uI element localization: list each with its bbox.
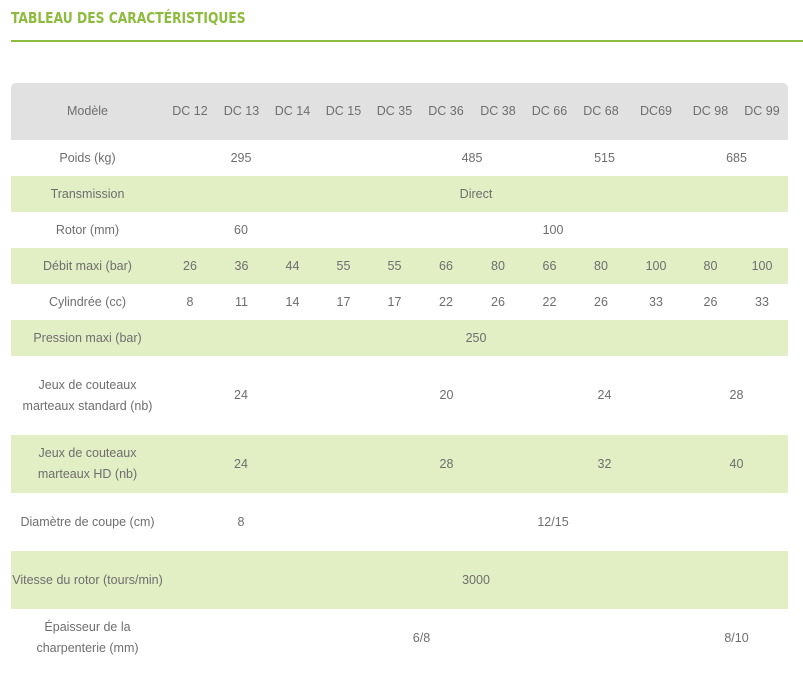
model-header: DC 99 — [744, 104, 780, 118]
table-row: Vitesse du rotor (tours/min) 3000 — [11, 551, 788, 609]
title-underline — [11, 40, 803, 42]
value-cell: 14 — [285, 294, 300, 309]
value-cell: 100 — [645, 258, 667, 273]
value-cell: 32 — [597, 456, 612, 471]
value-cell — [318, 435, 369, 493]
value-cell: 12/15 — [537, 514, 569, 529]
value-cell: 8 — [237, 514, 245, 529]
value-cell: Direct — [459, 186, 493, 201]
specs-table: Modèle DC 12 DC 13 DC 14 DC 15 DC 35 DC … — [11, 83, 788, 667]
row-label: Épaisseur de la charpenterie (mm) — [36, 620, 139, 655]
table-row: Débit maxi (bar) 26 36 44 55 55 66 80 66 80 100 80 1… — [11, 248, 788, 284]
table-row: Pression maxi (bar) 250 — [11, 320, 788, 356]
value-cell — [318, 356, 369, 435]
value-cell: 55 — [387, 258, 402, 273]
value-cell: 44 — [285, 258, 300, 273]
row-label: Vitesse du rotor (tours/min) — [12, 572, 163, 587]
value-cell: 22 — [439, 294, 453, 309]
value-cell: 685 — [726, 150, 747, 165]
model-header-label: Modèle — [67, 104, 108, 118]
value-cell: 485 — [461, 150, 483, 165]
value-cell: 295 — [230, 150, 252, 165]
row-label: Pression maxi (bar) — [33, 330, 142, 345]
value-cell: 6/8 — [412, 630, 431, 645]
value-cell: 17 — [336, 294, 351, 309]
row-label: Jeux de couteaux marteaux standard (nb) — [22, 377, 153, 413]
value-cell: 26 — [703, 294, 718, 309]
value-cell: 250 — [465, 330, 487, 345]
value-cell — [627, 609, 685, 667]
row-label: Poids (kg) — [59, 150, 116, 165]
table-row: Transmission Direct — [11, 176, 788, 212]
value-cell: 8/10 — [724, 630, 749, 645]
value-cell: 33 — [755, 294, 769, 309]
model-header: DC 68 — [583, 104, 619, 118]
value-cell: 66 — [439, 258, 453, 273]
table-row: Jeux de couteaux marteaux HD (nb) 24 28 32 4… — [11, 435, 788, 493]
value-cell: 66 — [542, 258, 557, 273]
value-cell: 24 — [234, 388, 248, 402]
value-cell: 22 — [542, 294, 557, 309]
model-header: DC 66 — [531, 104, 568, 118]
value-cell: 8 — [186, 294, 194, 309]
value-cell: 100 — [751, 258, 773, 273]
value-cell: 36 — [234, 258, 249, 273]
value-cell: 26 — [491, 294, 505, 309]
value-cell: 11 — [235, 294, 248, 309]
value-cell: 28 — [729, 388, 744, 402]
value-cell: 40 — [729, 456, 744, 471]
value-cell: 60 — [234, 222, 248, 237]
table-row: Poids (kg) 295 485 515 685 — [11, 140, 788, 176]
table-row: Cylindrée (cc) 8 11 14 17 17 22 26 22 26 33 26 33 — [11, 284, 788, 320]
value-cell: 80 — [491, 258, 505, 273]
value-cell: 515 — [594, 150, 615, 165]
table-row: Épaisseur de la charpenterie (mm) 6/8 8/10 — [11, 609, 788, 667]
value-cell: 17 — [387, 294, 402, 309]
value-cell: 55 — [336, 258, 351, 273]
value-cell: 100 — [542, 222, 564, 237]
value-cell: 28 — [439, 456, 454, 471]
value-cell: 3000 — [462, 572, 490, 587]
value-cell — [164, 609, 216, 667]
row-label: Débit maxi (bar) — [43, 258, 132, 273]
model-header: DC 36 — [428, 104, 464, 118]
row-label: Jeux de couteaux marteaux HD (nb) — [37, 446, 138, 481]
model-header: DC 13 — [223, 104, 260, 118]
model-header: DC 14 — [274, 104, 311, 118]
value-cell: 24 — [597, 388, 612, 402]
model-header: DC 35 — [376, 104, 413, 118]
value-cell: 26 — [183, 258, 197, 273]
table-row: Diamètre de coupe (cm) 8 12/15 — [11, 493, 788, 551]
table-row: Rotor (mm) 60 100 — [11, 212, 788, 248]
value-cell: 33 — [649, 294, 663, 309]
value-cell: 24 — [234, 456, 248, 471]
model-header: DC 12 — [172, 104, 208, 118]
row-label: Diamètre de coupe (cm) — [20, 514, 155, 529]
row-label: Transmission — [50, 186, 125, 201]
page-title: TABLEAU DES CARACTÉRISTIQUES — [11, 9, 246, 27]
value-cell: 26 — [594, 294, 608, 309]
model-header: DC69 — [640, 104, 672, 118]
value-cell: 20 — [439, 388, 454, 402]
model-header: DC 38 — [480, 104, 516, 118]
row-label: Cylindrée (cc) — [48, 294, 127, 309]
table-row: Jeux de couteaux marteaux standard (nb) 2… — [11, 356, 788, 435]
value-cell — [318, 140, 420, 176]
header-row: Modèle DC 12 DC 13 DC 14 DC 15 DC 35 DC … — [11, 83, 788, 140]
value-cell: 80 — [594, 258, 608, 273]
row-label: Rotor (mm) — [55, 222, 120, 237]
model-header: DC 98 — [692, 104, 729, 118]
value-cell: 80 — [703, 258, 718, 273]
model-header: DC 15 — [325, 104, 362, 118]
